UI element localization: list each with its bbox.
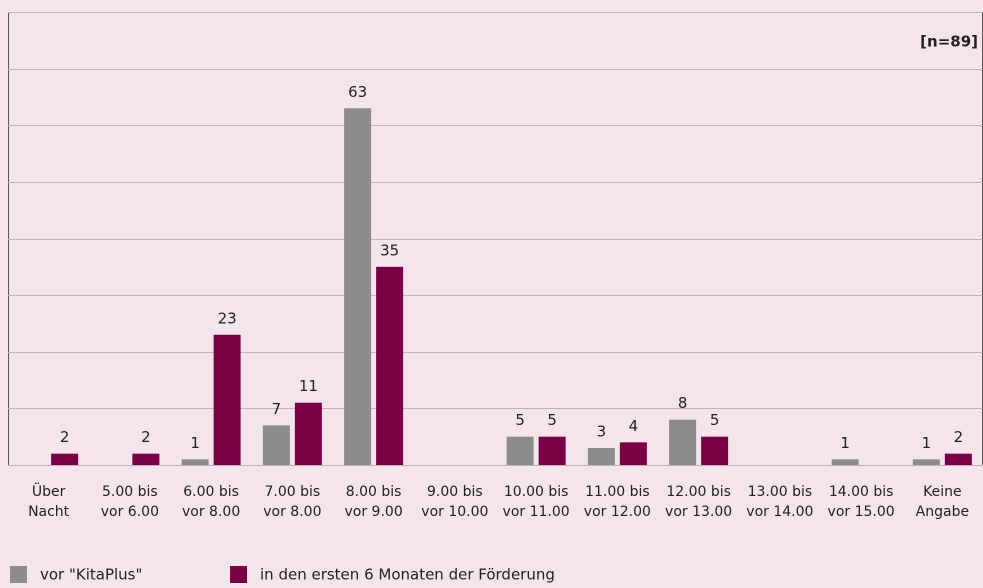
x-tick-label: 5.00 bis	[102, 484, 158, 500]
value-label: 11	[299, 377, 318, 395]
bar	[294, 402, 322, 465]
x-tick-label: vor 9.00	[345, 504, 403, 520]
bar	[181, 459, 209, 465]
x-tick-label: vor 13.00	[665, 504, 732, 520]
x-tick-label: 6.00 bis	[183, 484, 239, 500]
value-label: 1	[840, 434, 850, 452]
x-tick-label: 11.00 bis	[585, 484, 650, 500]
x-tick-label: vor 14.00	[746, 504, 813, 520]
bar	[213, 334, 241, 465]
bar	[506, 436, 534, 465]
value-label: 5	[710, 411, 720, 429]
bar	[344, 108, 372, 465]
x-tick-label: Nacht	[28, 504, 70, 520]
value-label: 2	[141, 428, 151, 446]
legend-label: in den ersten 6 Monaten der Förderung	[260, 566, 555, 584]
x-tick-label: vor 6.00	[101, 504, 159, 520]
x-tick-label: Über	[32, 482, 66, 500]
value-label: 1	[922, 434, 932, 452]
x-tick-label: vor 12.00	[584, 504, 651, 520]
bar	[376, 266, 404, 465]
x-tick-label: 8.00 bis	[346, 484, 402, 500]
legend-swatch	[10, 566, 27, 583]
value-label: 2	[954, 428, 964, 446]
bar	[619, 442, 647, 465]
value-label: 3	[597, 423, 607, 441]
bar	[912, 459, 940, 465]
x-tick-label: vor 8.00	[182, 504, 240, 520]
x-tick-label: vor 11.00	[503, 504, 570, 520]
x-tick-label: vor 15.00	[828, 504, 895, 520]
x-tick-label: 12.00 bis	[666, 484, 731, 500]
bar	[538, 436, 566, 465]
bar	[587, 448, 615, 465]
bar	[831, 459, 859, 465]
value-label: 5	[515, 411, 525, 429]
value-label: 4	[629, 417, 639, 435]
x-tick-label: Angabe	[916, 504, 969, 520]
value-label: 7	[272, 400, 282, 418]
value-label: 5	[547, 411, 557, 429]
value-label: 1	[190, 434, 200, 452]
legend-label: vor "KitaPlus"	[40, 566, 142, 584]
value-label: 35	[380, 241, 399, 259]
legend-swatch	[230, 566, 247, 583]
value-label: 2	[60, 428, 70, 446]
x-tick-label: 9.00 bis	[427, 484, 483, 500]
value-label: 8	[678, 394, 688, 412]
x-tick-label: 10.00 bis	[504, 484, 569, 500]
bar	[262, 425, 290, 465]
bar	[669, 419, 697, 465]
sample-size: [n=89]	[920, 33, 978, 51]
bar	[944, 453, 972, 465]
x-tick-label: 14.00 bis	[829, 484, 894, 500]
x-tick-label: 13.00 bis	[748, 484, 813, 500]
x-tick-label: vor 10.00	[421, 504, 488, 520]
bar	[51, 453, 79, 465]
x-tick-label: 7.00 bis	[265, 484, 321, 500]
value-label: 23	[218, 309, 237, 327]
value-label: 63	[348, 83, 367, 101]
bar	[701, 436, 729, 465]
x-tick-label: Keine	[923, 484, 961, 500]
x-tick-label: vor 8.00	[263, 504, 321, 520]
bar	[132, 453, 160, 465]
